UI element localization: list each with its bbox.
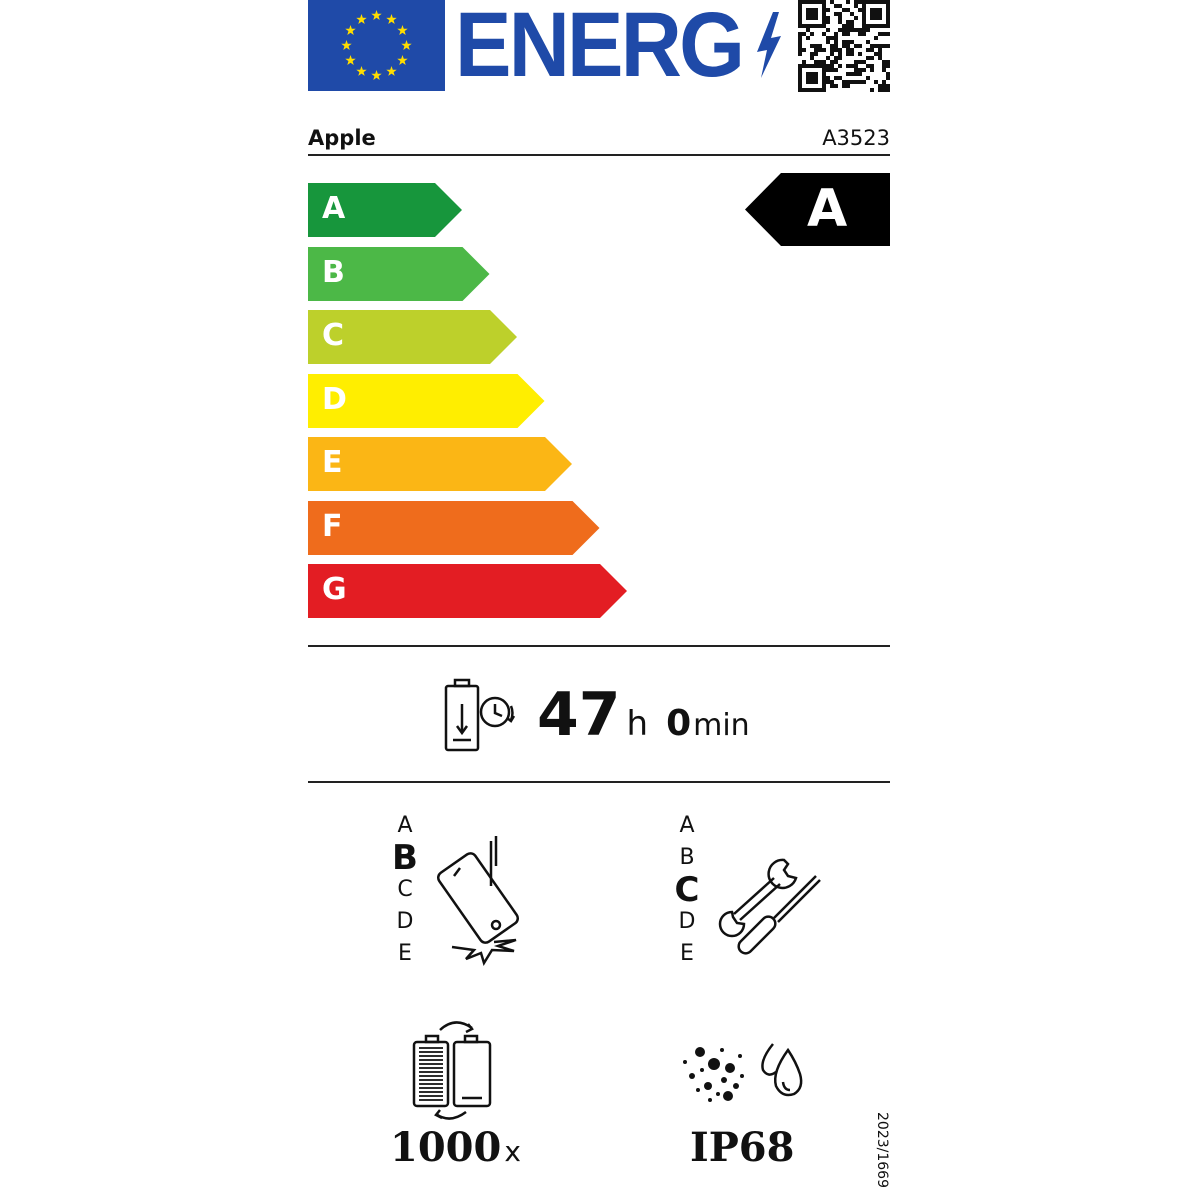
battery-cycles-icon xyxy=(410,1018,500,1127)
star-icon xyxy=(397,55,408,65)
phone-drop-icon xyxy=(436,836,536,975)
lightning-icon xyxy=(757,12,782,78)
scale-letter: A xyxy=(397,813,413,838)
scale-letter: E xyxy=(680,941,694,966)
model-identifier: A3523 xyxy=(822,126,890,150)
energy-class-bar-letter: D xyxy=(322,381,347,417)
supplier-name: Apple xyxy=(308,126,376,150)
scale-letter: B xyxy=(679,845,695,870)
energy-class-bar-e: E xyxy=(308,437,572,491)
eu-flag-icon xyxy=(308,0,445,91)
scale-letter: D xyxy=(396,909,414,934)
energy-class-bar-f: F xyxy=(308,500,600,555)
energy-class-bar-letter: A xyxy=(322,191,346,226)
battery-cycles-unit: x xyxy=(504,1135,521,1168)
energy-class-bar-letter: F xyxy=(322,508,343,544)
scale-letter: C xyxy=(674,870,700,910)
endurance-minutes-unit: min xyxy=(693,708,750,743)
star-icon xyxy=(386,14,397,24)
star-icon xyxy=(371,70,382,80)
endurance-hours: 47 xyxy=(537,680,621,750)
scale-letter: E xyxy=(398,941,412,966)
scale-letter: D xyxy=(678,909,696,934)
battery-cycles-value: 1000 x xyxy=(390,1124,521,1171)
energy-class-bar-letter: B xyxy=(322,254,345,290)
energy-class-bar-c: C xyxy=(308,310,517,364)
endurance-hours-unit: h xyxy=(626,704,649,744)
scale-letter: B xyxy=(392,838,418,878)
energy-logo: ENERG xyxy=(455,0,783,96)
energy-class-bar-g: G xyxy=(308,564,627,618)
scale-letter: A xyxy=(679,813,695,838)
divider xyxy=(308,154,890,156)
star-icon xyxy=(345,25,356,35)
energy-class-bar-letter: G xyxy=(322,572,347,607)
star-icon xyxy=(345,55,356,65)
regulation-number: 2023/1669 xyxy=(874,1112,890,1188)
star-icon xyxy=(401,40,412,50)
star-icon xyxy=(386,65,397,76)
ingress-protection-rating: IP68 xyxy=(690,1124,795,1171)
endurance-minutes: 0 xyxy=(666,703,692,744)
energy-class-indicator: A xyxy=(745,173,890,246)
energy-class-bar-b: B xyxy=(308,246,490,301)
energy-class-bar-d: D xyxy=(308,373,545,428)
repair-tools-icon xyxy=(712,852,827,966)
star-icon xyxy=(341,40,352,50)
star-icon xyxy=(356,14,367,24)
scale-letter: C xyxy=(397,877,413,902)
energy-class-letter: A xyxy=(807,179,848,239)
star-icon xyxy=(397,25,408,35)
energy-class-bar-letter: E xyxy=(322,445,343,480)
qr-code-icon[interactable] xyxy=(798,0,890,92)
star-icon xyxy=(356,65,367,76)
divider xyxy=(308,645,890,647)
battery-cycles-number: 1000 xyxy=(390,1124,502,1171)
energy-class-bar-letter: C xyxy=(322,318,345,353)
divider xyxy=(308,781,890,783)
energy-logo-text: ENERG xyxy=(455,0,745,96)
battery-endurance-icon xyxy=(443,678,523,758)
star-icon xyxy=(371,10,382,20)
energy-class-bar-a: A xyxy=(308,183,462,237)
dust-water-icon xyxy=(680,1040,810,1119)
battery-endurance-value: 47 h 0 min xyxy=(537,680,750,750)
